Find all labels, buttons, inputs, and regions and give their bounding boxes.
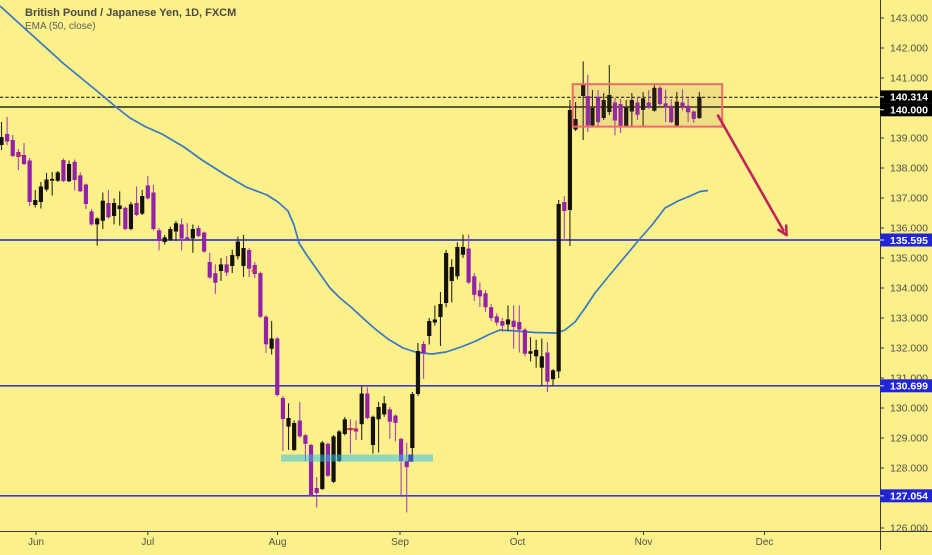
svg-text:Oct: Oct <box>510 537 526 548</box>
svg-text:143.000: 143.000 <box>890 13 928 25</box>
svg-text:135.595: 135.595 <box>890 235 928 247</box>
svg-text:135.000: 135.000 <box>890 253 928 265</box>
svg-text:Sep: Sep <box>391 537 409 548</box>
svg-text:British Pound / Japanese Yen,: British Pound / Japanese Yen, 1D, FXCM <box>25 7 236 19</box>
svg-text:130.699: 130.699 <box>890 381 928 393</box>
svg-text:Aug: Aug <box>269 537 287 548</box>
svg-text:Jun: Jun <box>28 537 44 548</box>
svg-text:136.000: 136.000 <box>890 223 928 235</box>
svg-text:Jul: Jul <box>141 537 154 548</box>
svg-text:140.314: 140.314 <box>890 92 928 104</box>
svg-text:140.000: 140.000 <box>890 105 928 117</box>
svg-text:EMA (50, close): EMA (50, close) <box>25 21 96 32</box>
svg-text:133.000: 133.000 <box>890 313 928 325</box>
svg-text:128.000: 128.000 <box>890 463 928 475</box>
svg-text:129.000: 129.000 <box>890 433 928 445</box>
svg-text:141.000: 141.000 <box>890 73 928 85</box>
svg-text:142.000: 142.000 <box>890 43 928 55</box>
svg-text:134.000: 134.000 <box>890 283 928 295</box>
svg-text:132.000: 132.000 <box>890 343 928 355</box>
svg-text:Nov: Nov <box>635 537 653 548</box>
svg-text:137.000: 137.000 <box>890 193 928 205</box>
svg-text:130.000: 130.000 <box>890 403 928 415</box>
svg-text:127.054: 127.054 <box>890 491 928 503</box>
svg-text:126.000: 126.000 <box>890 523 928 535</box>
svg-text:138.000: 138.000 <box>890 163 928 175</box>
svg-text:Dec: Dec <box>756 537 774 548</box>
svg-text:139.000: 139.000 <box>890 133 928 145</box>
